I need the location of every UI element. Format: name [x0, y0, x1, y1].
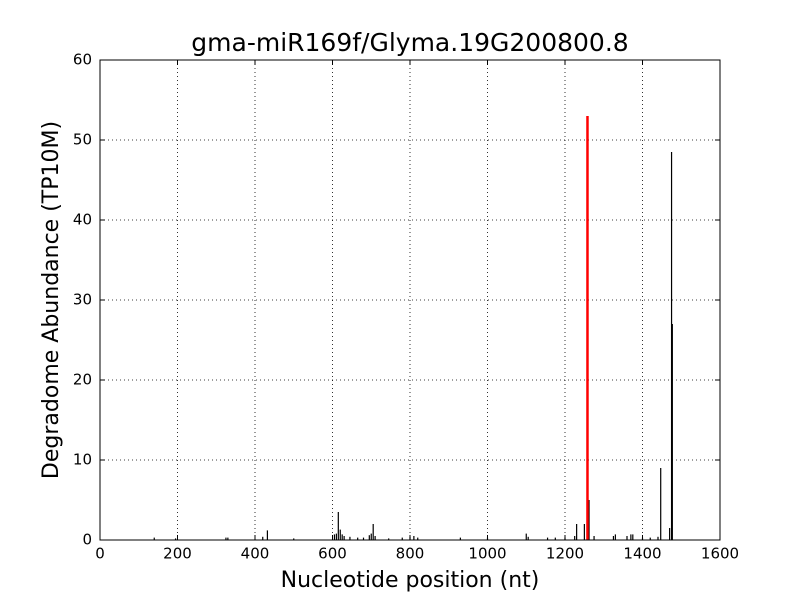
- y-axis-label: Degradome Abundance (TP10M): [39, 121, 64, 479]
- x-tick-label: 1200: [546, 545, 584, 563]
- x-tick-label: 0: [95, 545, 105, 563]
- x-tick-label: 1400: [623, 545, 661, 563]
- y-tick-label: 60: [73, 51, 92, 69]
- y-tick-label: 40: [73, 211, 92, 229]
- x-tick-label: 600: [318, 545, 347, 563]
- y-tick-label: 20: [73, 371, 92, 389]
- x-tick-label: 1000: [468, 545, 506, 563]
- x-tick-label: 800: [396, 545, 425, 563]
- x-tick-label: 400: [241, 545, 270, 563]
- chart-title: gma-miR169f/Glyma.19G200800.8: [191, 28, 628, 57]
- y-tick-label: 0: [82, 531, 92, 549]
- x-tick-label: 1600: [701, 545, 739, 563]
- y-tick-label: 50: [73, 131, 92, 149]
- y-tick-label: 30: [73, 291, 92, 309]
- plot-frame: [99, 59, 721, 541]
- y-tick-label: 10: [73, 451, 92, 469]
- x-tick-label: 200: [163, 545, 192, 563]
- x-axis-label: Nucleotide position (nt): [281, 568, 540, 593]
